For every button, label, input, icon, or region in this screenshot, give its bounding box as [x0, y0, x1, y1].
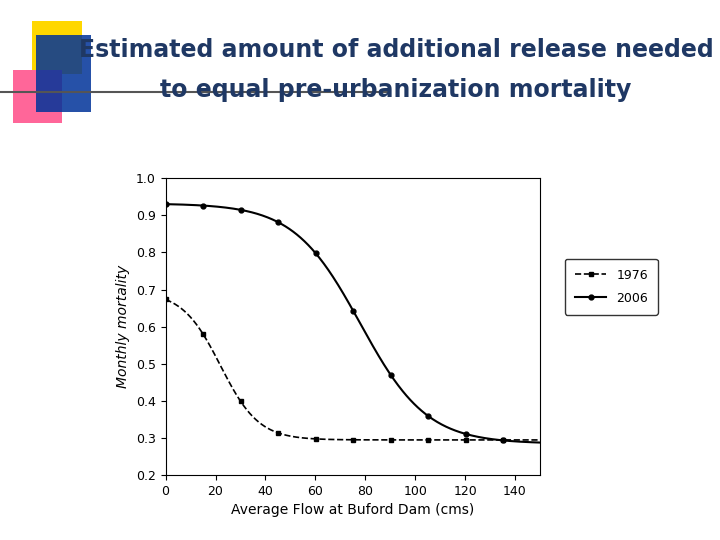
2006 [468, 433, 477, 439]
1976 [384, 437, 392, 443]
Bar [36, 35, 91, 112]
1976 [364, 437, 372, 443]
Y-axis label: Monthly mortality: Monthly mortality [117, 265, 130, 388]
2006 [161, 201, 170, 207]
Line: 2006: 2006 [163, 202, 542, 445]
Bar [32, 21, 81, 74]
Text: to equal pre-urbanization mortality: to equal pre-urbanization mortality [161, 78, 631, 102]
1976 [341, 436, 350, 443]
1976 [161, 296, 170, 303]
Text: Estimated amount of additional release needed: Estimated amount of additional release n… [78, 38, 714, 62]
2006 [341, 294, 350, 301]
2006 [364, 334, 372, 341]
2006 [384, 368, 392, 375]
Bar [13, 70, 62, 123]
2006 [526, 439, 535, 446]
2006 [339, 291, 348, 297]
1976 [339, 436, 348, 443]
Legend: 1976, 2006: 1976, 2006 [565, 259, 658, 315]
2006 [536, 440, 544, 446]
1976 [536, 437, 544, 443]
Line: 1976: 1976 [163, 297, 542, 442]
1976 [468, 437, 477, 443]
X-axis label: Average Flow at Buford Dam (cms): Average Flow at Buford Dam (cms) [231, 503, 474, 517]
1976 [526, 437, 535, 443]
